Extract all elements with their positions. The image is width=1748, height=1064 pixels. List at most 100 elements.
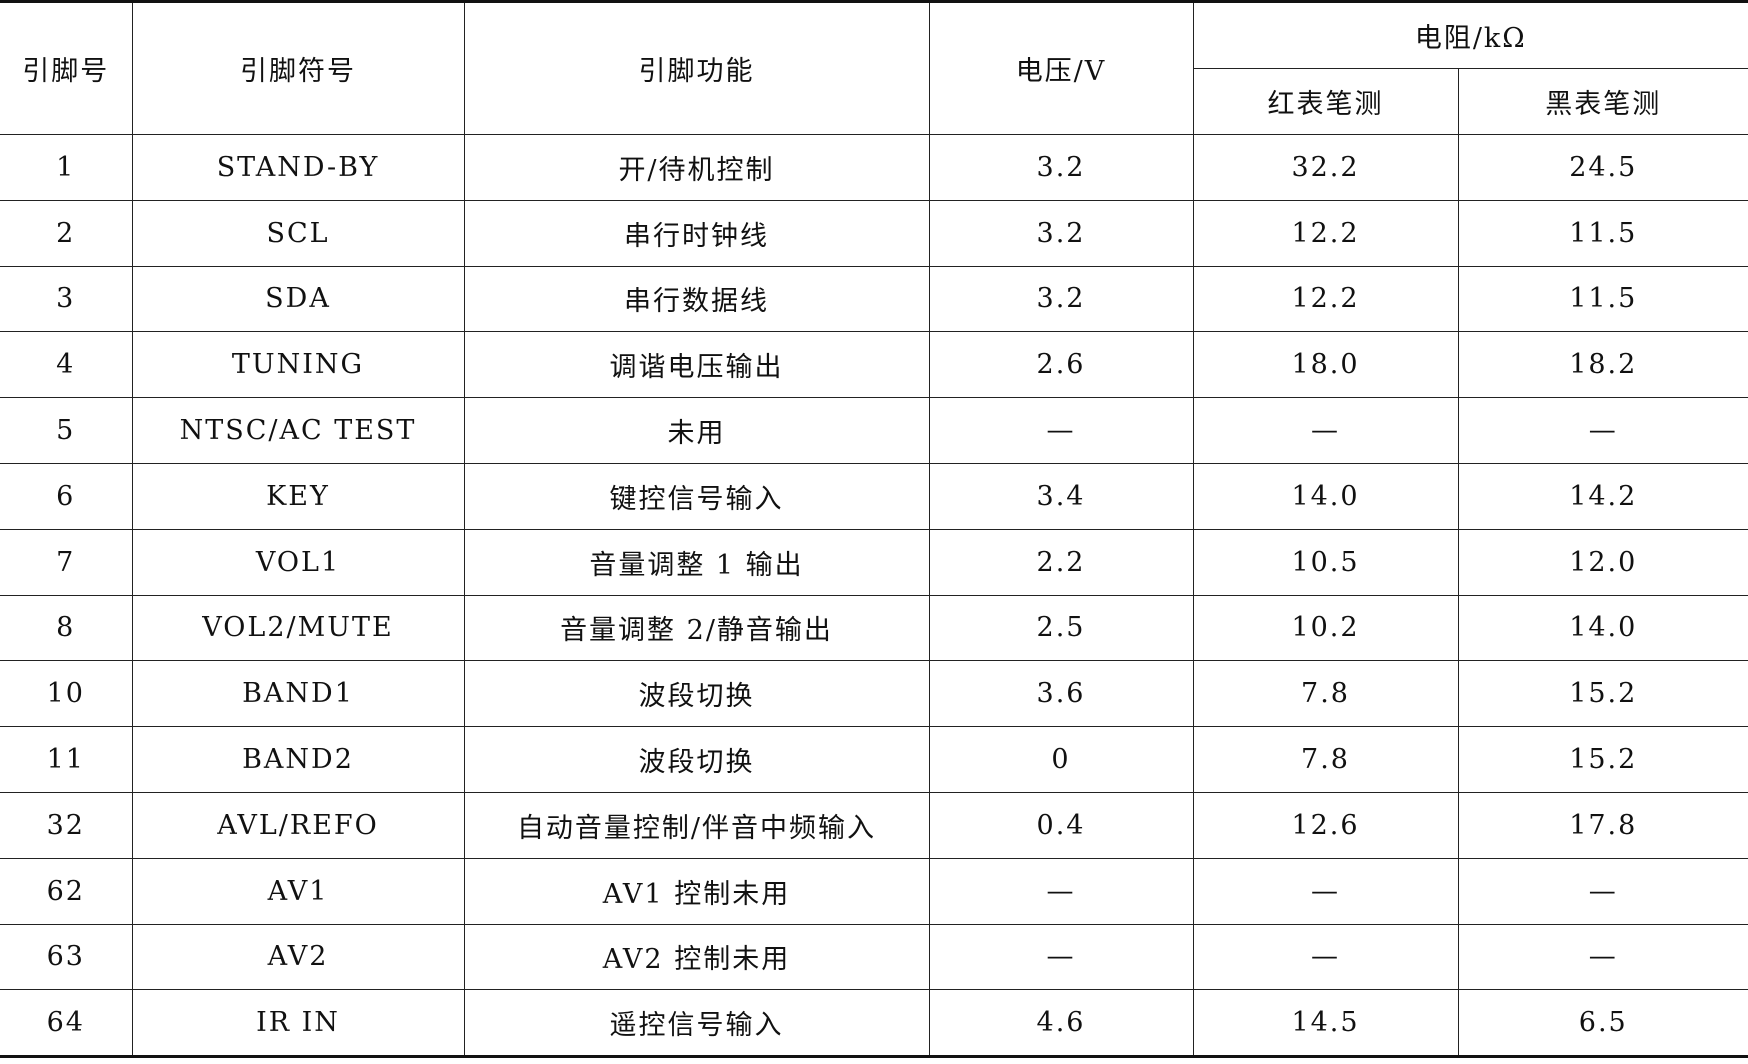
cell-black: 18.2	[1457, 331, 1748, 399]
table-row: 64 IR IN 遥控信号输入 4.6 14.5 6.5	[0, 989, 1748, 1058]
cell-symbol: TUNING	[131, 331, 465, 399]
cell-red: 7.8	[1192, 726, 1459, 793]
header-red-probe: 红表笔测	[1193, 68, 1459, 135]
cell-symbol: SCL	[131, 199, 465, 267]
cell-symbol: SDA	[131, 265, 465, 333]
table-row: 4 TUNING 调谐电压输出 2.6 18.0 18.2	[0, 331, 1748, 399]
cell-pin: 32	[0, 791, 133, 859]
cell-pin: 5	[0, 397, 133, 464]
cell-voltage: —	[928, 397, 1194, 464]
table-row: 63 AV2 AV2 控制未用 — — —	[0, 923, 1748, 991]
cell-symbol: AVL/REFO	[131, 791, 465, 859]
cell-voltage: 0	[928, 726, 1194, 793]
cell-pin: 2	[0, 199, 133, 267]
cell-voltage: 3.2	[928, 265, 1194, 333]
cell-pin: 10	[0, 660, 133, 728]
table-row: 5 NTSC/AC TEST 未用 — — —	[0, 397, 1748, 464]
cell-symbol: AV2	[131, 923, 465, 991]
cell-symbol: NTSC/AC TEST	[131, 397, 465, 464]
cell-symbol: KEY	[131, 462, 465, 530]
cell-red: 14.0	[1192, 462, 1459, 530]
cell-red: 12.6	[1192, 791, 1459, 859]
cell-black: 15.2	[1457, 660, 1748, 728]
cell-pin: 4	[0, 331, 133, 399]
table-row: 8 VOL2/MUTE 音量调整 2/静音输出 2.5 10.2 14.0	[0, 594, 1748, 662]
header-pin-symbol: 引脚符号	[131, 1, 465, 135]
header-resistance: 电阻/kΩ	[1192, 1, 1748, 69]
cell-pin: 1	[0, 134, 133, 201]
cell-red: 12.2	[1192, 265, 1459, 333]
cell-red: —	[1192, 857, 1459, 925]
table-row: 10 BAND1 波段切换 3.6 7.8 15.2	[0, 660, 1748, 728]
table-row: 2 SCL 串行时钟线 3.2 12.2 11.5	[0, 199, 1748, 267]
cell-voltage: 2.5	[928, 594, 1194, 662]
cell-black: 17.8	[1457, 791, 1748, 859]
cell-function: 键控信号输入	[463, 462, 930, 530]
cell-red: —	[1192, 923, 1459, 991]
cell-pin: 8	[0, 594, 133, 662]
cell-symbol: STAND-BY	[131, 134, 465, 201]
table-row: 3 SDA 串行数据线 3.2 12.2 11.5	[0, 265, 1748, 333]
cell-function: 波段切换	[463, 660, 930, 728]
cell-function: 音量调整 2/静音输出	[463, 594, 930, 662]
cell-symbol: AV1	[131, 857, 465, 925]
header-voltage: 电压/V	[928, 1, 1194, 135]
cell-symbol: BAND2	[131, 726, 465, 793]
cell-voltage: 3.2	[928, 134, 1194, 201]
cell-function: 遥控信号输入	[463, 989, 930, 1058]
cell-black: —	[1457, 397, 1748, 464]
cell-function: 自动音量控制/伴音中频输入	[463, 791, 930, 859]
cell-black: 14.0	[1457, 594, 1748, 662]
cell-red: 7.8	[1192, 660, 1459, 728]
cell-red: 10.5	[1192, 528, 1459, 596]
cell-black: 11.5	[1457, 265, 1748, 333]
cell-function: 音量调整 1 输出	[463, 528, 930, 596]
cell-pin: 11	[0, 726, 133, 793]
table-row: 32 AVL/REFO 自动音量控制/伴音中频输入 0.4 12.6 17.8	[0, 791, 1748, 859]
cell-function: 开/待机控制	[463, 134, 930, 201]
cell-black: 15.2	[1457, 726, 1748, 793]
cell-voltage: 3.2	[928, 199, 1194, 267]
cell-black: 24.5	[1457, 134, 1748, 201]
cell-function: AV1 控制未用	[463, 857, 930, 925]
cell-voltage: 3.4	[928, 462, 1194, 530]
cell-pin: 64	[0, 989, 133, 1058]
header-pin-no: 引脚号	[0, 1, 133, 135]
header-black-probe: 黑表笔测	[1457, 68, 1748, 135]
cell-voltage: —	[928, 857, 1194, 925]
cell-black: 12.0	[1457, 528, 1748, 596]
table-row: 6 KEY 键控信号输入 3.4 14.0 14.2	[0, 462, 1748, 530]
cell-red: 12.2	[1192, 199, 1459, 267]
cell-voltage: 0.4	[928, 791, 1194, 859]
cell-black: 14.2	[1457, 462, 1748, 530]
cell-pin: 6	[0, 462, 133, 530]
cell-function: 波段切换	[463, 726, 930, 793]
cell-black: —	[1457, 923, 1748, 991]
header-pin-function: 引脚功能	[463, 1, 930, 135]
cell-black: —	[1457, 857, 1748, 925]
cell-pin: 7	[0, 528, 133, 596]
cell-symbol: VOL2/MUTE	[131, 594, 465, 662]
cell-voltage: 2.6	[928, 331, 1194, 399]
cell-pin: 62	[0, 857, 133, 925]
cell-voltage: 2.2	[928, 528, 1194, 596]
cell-red: 18.0	[1192, 331, 1459, 399]
cell-red: 10.2	[1192, 594, 1459, 662]
table-row: 11 BAND2 波段切换 0 7.8 15.2	[0, 726, 1748, 793]
cell-function: 串行数据线	[463, 265, 930, 333]
cell-function: 调谐电压输出	[463, 331, 930, 399]
cell-function: 串行时钟线	[463, 199, 930, 267]
cell-black: 6.5	[1457, 989, 1748, 1058]
cell-red: —	[1192, 397, 1459, 464]
cell-function: 未用	[463, 397, 930, 464]
cell-pin: 63	[0, 923, 133, 991]
cell-symbol: IR IN	[131, 989, 465, 1058]
cell-symbol: BAND1	[131, 660, 465, 728]
cell-red: 32.2	[1192, 134, 1459, 201]
cell-function: AV2 控制未用	[463, 923, 930, 991]
table-row: 7 VOL1 音量调整 1 输出 2.2 10.5 12.0	[0, 528, 1748, 596]
cell-voltage: 3.6	[928, 660, 1194, 728]
cell-symbol: VOL1	[131, 528, 465, 596]
cell-black: 11.5	[1457, 199, 1748, 267]
